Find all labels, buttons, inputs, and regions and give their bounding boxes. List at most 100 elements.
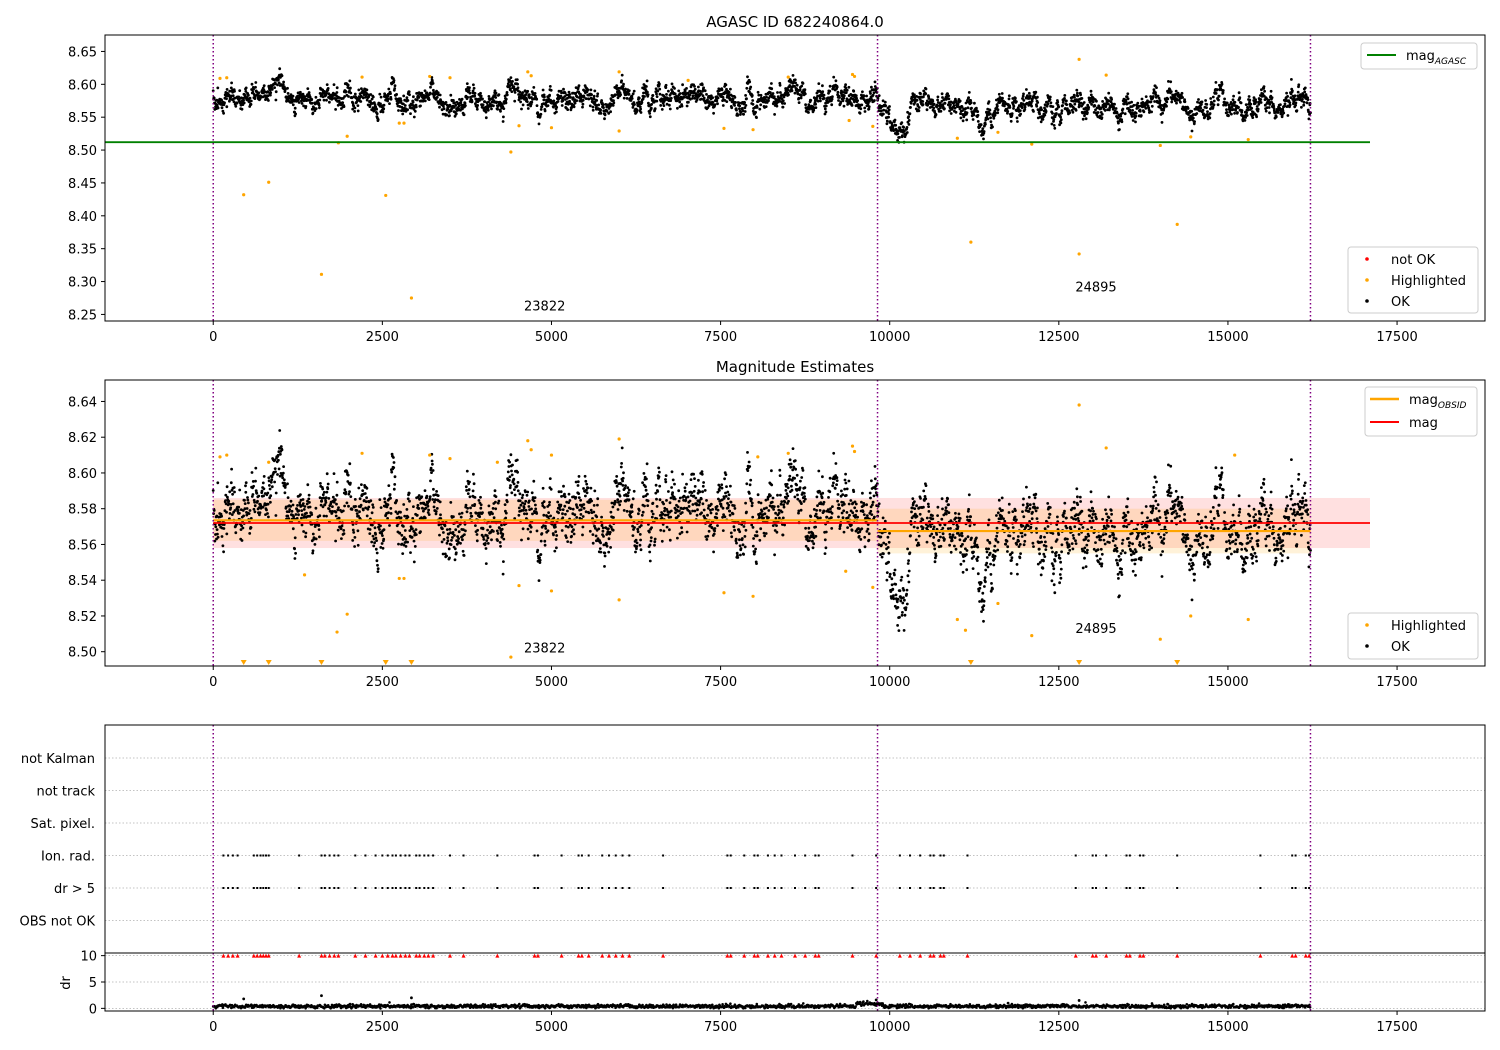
ok-point [882, 109, 885, 112]
ok-point [387, 98, 390, 101]
ok-point [832, 76, 835, 79]
ok-point [916, 99, 919, 102]
ok-point [583, 507, 586, 510]
ok-point [448, 557, 451, 560]
ok-point [256, 500, 259, 503]
ok-point [424, 517, 427, 520]
ok-point [650, 540, 653, 543]
ok-point [874, 81, 877, 84]
ok-point [485, 547, 488, 550]
ok-point [474, 496, 477, 499]
ok-point [559, 508, 562, 511]
ok-point [638, 97, 641, 100]
ok-point [509, 475, 512, 478]
ok-point [248, 512, 251, 515]
ok-point [1121, 120, 1124, 123]
ok-point [1053, 127, 1056, 130]
ok-point [619, 495, 622, 498]
ok-point [472, 490, 475, 493]
ok-point [680, 526, 683, 529]
ok-point [932, 107, 935, 110]
ok-point [449, 501, 452, 504]
ok-point [651, 516, 654, 519]
ok-point [287, 496, 290, 499]
ok-point [1257, 108, 1260, 111]
ok-point [612, 516, 615, 519]
ok-point [595, 99, 598, 102]
ok-point [416, 514, 419, 517]
ok-point [463, 554, 466, 557]
ok-point [633, 526, 636, 529]
ok-point [677, 505, 680, 508]
ok-point [681, 83, 684, 86]
ok-point [565, 536, 568, 539]
ok-point [393, 461, 396, 464]
ok-point [1131, 115, 1134, 118]
ok-point [357, 104, 360, 107]
ok-point [415, 528, 418, 531]
ok-point [491, 512, 494, 515]
ok-point [340, 537, 343, 540]
ok-point [1101, 116, 1104, 119]
ok-point [212, 489, 215, 492]
ok-point [237, 509, 240, 512]
ok-point [516, 459, 519, 462]
ok-point [582, 503, 585, 506]
ok-point [341, 101, 344, 104]
ok-point [294, 107, 297, 110]
ok-point [667, 490, 670, 493]
ok-point [595, 515, 598, 518]
ok-point [484, 542, 487, 545]
ok-point [633, 90, 636, 93]
ok-point [1016, 117, 1019, 120]
ok-point [830, 103, 833, 106]
ok-point [242, 515, 245, 518]
ok-point [977, 120, 980, 123]
ok-point [375, 108, 378, 111]
ok-point [530, 526, 533, 529]
ok-point [274, 467, 277, 470]
legend-marker-ok [1365, 299, 1369, 303]
ok-point [468, 488, 471, 491]
ok-point [271, 485, 274, 488]
ok-point [592, 533, 595, 536]
ok-point [400, 534, 403, 537]
ok-point [499, 110, 502, 113]
ok-point [461, 512, 464, 515]
ok-point [373, 541, 376, 544]
ok-point [539, 559, 542, 562]
ok-point [538, 556, 541, 559]
ok-point [864, 110, 867, 113]
ok-point [980, 123, 983, 126]
ok-point [242, 99, 245, 102]
ok-point [909, 106, 912, 109]
ok-point [377, 567, 380, 570]
ok-point [510, 90, 513, 93]
ok-point [318, 99, 321, 102]
ok-point [345, 491, 348, 494]
ok-point [369, 499, 372, 502]
ok-point [1296, 109, 1299, 112]
ok-point [490, 538, 493, 541]
ok-point [882, 113, 885, 116]
ok-point [1209, 97, 1212, 100]
ok-point [1130, 101, 1133, 104]
ok-point [673, 483, 676, 486]
ok-point [859, 107, 862, 110]
ok-point [809, 99, 812, 102]
ok-point [567, 526, 570, 529]
ok-point [249, 97, 252, 100]
ok-point [237, 506, 240, 509]
ok-point [277, 78, 280, 81]
ok-point [863, 107, 866, 110]
ok-point [392, 456, 395, 459]
ok-point [1151, 105, 1154, 108]
ok-point [407, 497, 410, 500]
ok-point [909, 112, 912, 115]
ok-point [222, 550, 225, 553]
ok-point [452, 531, 455, 534]
ok-point [387, 484, 390, 487]
ok-point [686, 531, 689, 534]
ok-point [360, 504, 363, 507]
ok-point [799, 88, 802, 91]
